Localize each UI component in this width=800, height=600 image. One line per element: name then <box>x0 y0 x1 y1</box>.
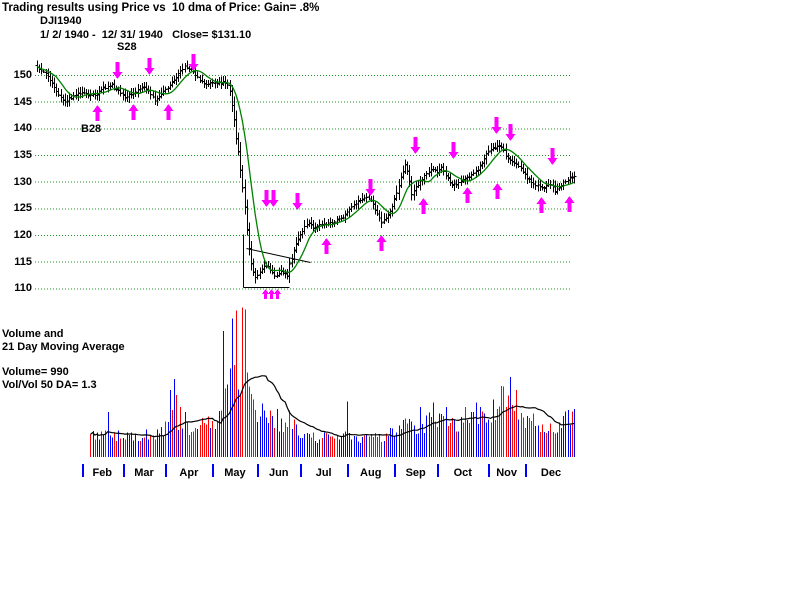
volume-panel-title-line1: Volume and <box>2 328 64 340</box>
volume-ma-line <box>90 375 575 438</box>
page-title: Trading results using Price vs 10 dma of… <box>2 2 320 14</box>
volume-bars <box>90 307 575 457</box>
price-axis-label: 115 <box>14 255 32 268</box>
price-axis-label: 120 <box>13 229 32 241</box>
month-tick <box>488 464 490 477</box>
month-label-oct: Oct <box>453 467 472 479</box>
volume-panel-title-line2: 21 Day Moving Average <box>2 341 125 353</box>
price-axis-label: 125 <box>13 202 32 215</box>
month-label-jul: Jul <box>315 467 332 479</box>
month-label-feb: Feb <box>92 467 113 479</box>
signal-arrows <box>92 54 575 299</box>
month-label-jun: Jun <box>268 467 289 479</box>
volume-ratio-label: Vol/Vol 50 DA= 1.3 <box>2 379 97 391</box>
month-tick <box>82 464 84 477</box>
month-tick <box>300 464 302 477</box>
price-axis-label: 130 <box>13 175 32 188</box>
month-label-apr: Apr <box>179 467 199 479</box>
month-tick <box>123 464 125 477</box>
month-label-dec: Dec <box>540 467 562 479</box>
month-tick <box>212 464 214 477</box>
month-label-nov: Nov <box>496 467 517 479</box>
month-tick <box>394 464 396 477</box>
month-tick <box>257 464 259 477</box>
buy-signal-label: B28 <box>81 123 102 135</box>
symbol-label: DJI1940 <box>40 15 82 27</box>
price-axis-label: 135 <box>13 149 32 161</box>
month-label-mar: Mar <box>134 467 154 479</box>
price-bars <box>35 60 577 284</box>
month-tick <box>525 464 527 477</box>
sell-signal-label: S28 <box>117 41 137 53</box>
month-tick <box>165 464 167 477</box>
month-tick <box>347 464 349 477</box>
price-axis-label: 140 <box>13 122 32 135</box>
price-axis-label: 110 <box>14 282 32 295</box>
month-label-sep: Sep <box>405 467 426 479</box>
month-label-may: May <box>224 467 246 479</box>
price-grid <box>35 75 570 290</box>
price-axis-label: 150 <box>13 69 32 81</box>
month-label-aug: Aug <box>360 467 382 479</box>
price-axis-label: 145 <box>13 95 32 108</box>
month-tick <box>437 464 439 477</box>
date-range-label: 1/ 2/ 1940 - 12/ 31/ 1940 Close= $131.10 <box>40 29 252 41</box>
volume-value-label: Volume= 990 <box>2 366 69 378</box>
price-ma-line <box>36 66 575 274</box>
month-axis-ticks <box>82 464 527 477</box>
